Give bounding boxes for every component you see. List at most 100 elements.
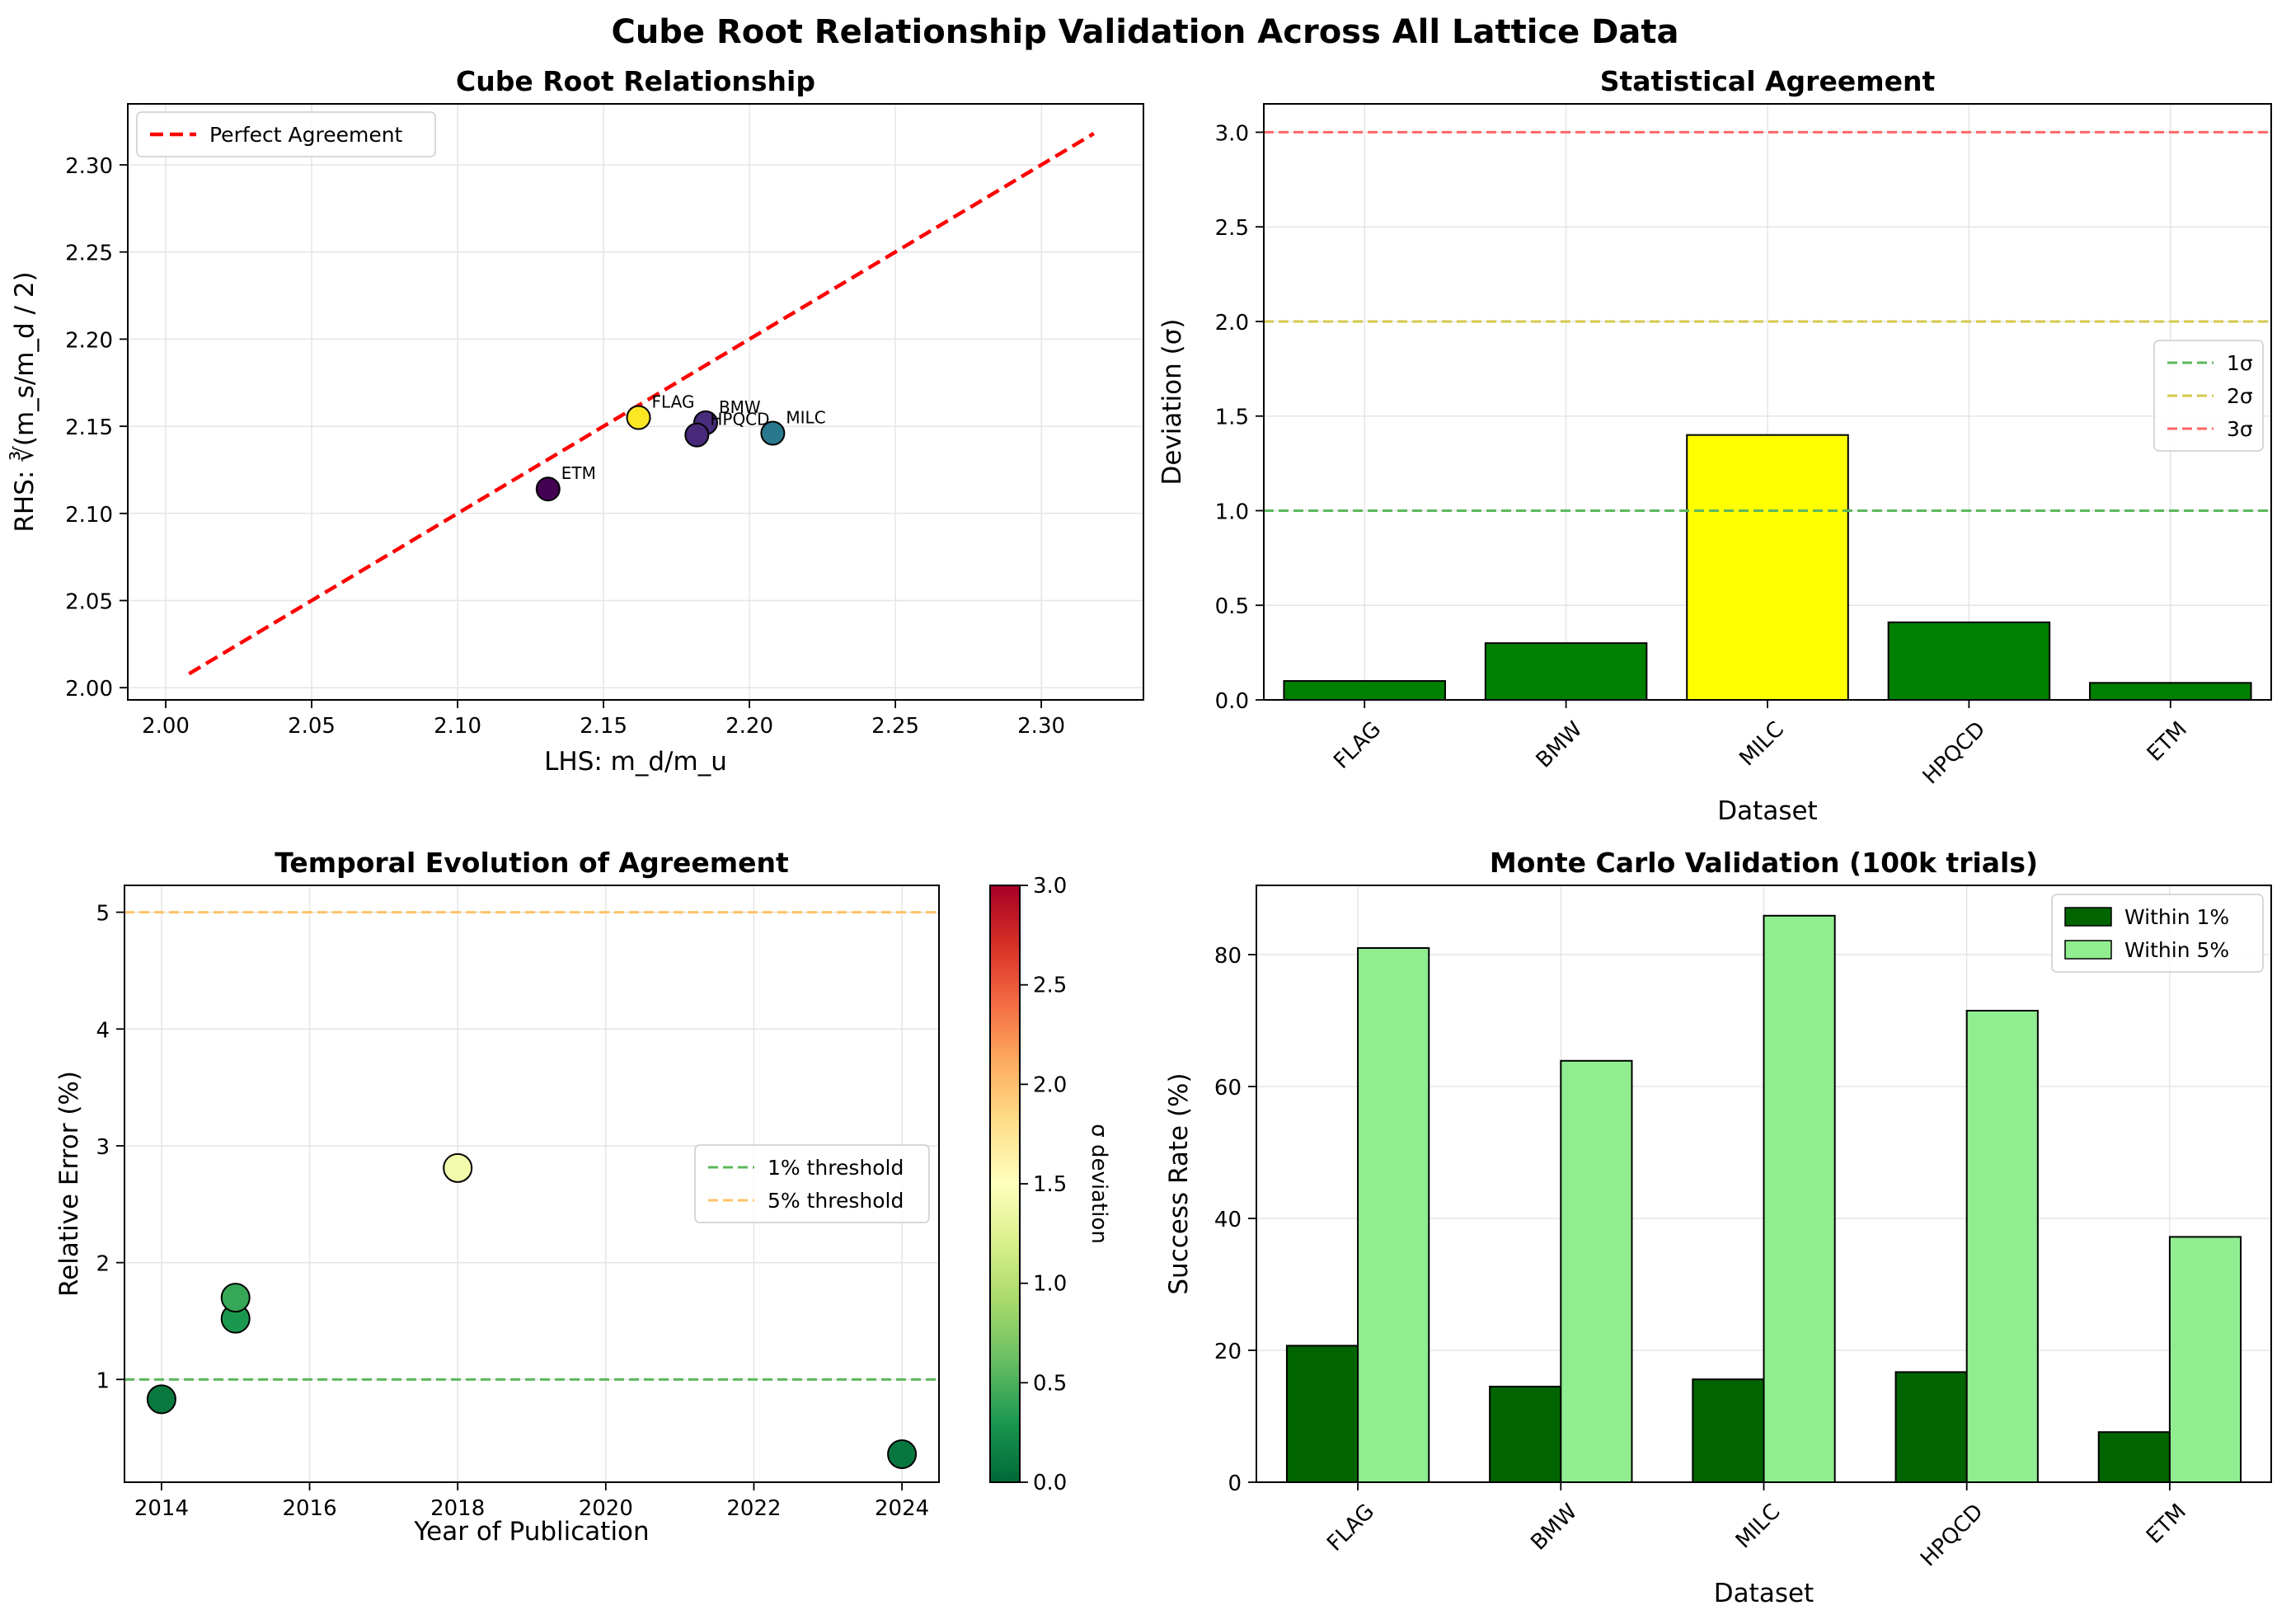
bar-flag (1283, 680, 1446, 701)
chart-title: Temporal Evolution of Agreement (275, 847, 789, 879)
x-tick-label: 2022 (726, 1496, 781, 1521)
x-tick-label: 2.05 (288, 714, 336, 739)
chart-title: Monte Carlo Validation (100k trials) (1490, 847, 2038, 879)
axes-frame (1263, 103, 2272, 701)
x-axis-label: Dataset (1717, 796, 1817, 826)
data-point-hpqcd (684, 422, 710, 448)
y-tick-label: 2.05 (65, 590, 113, 615)
y-tick-label: 0 (1228, 1471, 1242, 1496)
y-tick-label: 2.30 (65, 154, 113, 179)
x-tick-label: 2.25 (871, 714, 919, 739)
x-tick-label: HPQCD (1916, 1500, 1988, 1572)
point-label: HPQCD (710, 410, 769, 429)
legend-box (694, 1144, 930, 1223)
bar-bmw (1484, 642, 1648, 702)
axes-frame (124, 885, 940, 1483)
y-tick-label: 0.5 (1215, 594, 1249, 619)
x-tick-label: 2018 (430, 1496, 485, 1521)
colorbar-label: σ deviation (1087, 1124, 1111, 1244)
point-label: ETM (561, 463, 596, 483)
bar-flag-within-5pct (1357, 947, 1430, 1483)
chart-title: Statistical Agreement (1600, 65, 1936, 97)
legend-label: Within 1% (2124, 905, 2229, 929)
y-tick-label: 2 (96, 1252, 110, 1277)
panel-cube-root-relationship: 2.00 2.05 2.10 2.15 2.20 2.25 2.30 2.00 2.05 2.10… (9, 65, 1144, 777)
y-tick-label: 2.25 (65, 242, 113, 266)
bar-hpqcd (1887, 621, 2051, 702)
x-tick-label: 2014 (134, 1496, 189, 1521)
x-tick-label: 2024 (875, 1496, 929, 1521)
x-axis-label: Year of Publication (413, 1517, 649, 1547)
y-tick-label: 60 (1214, 1076, 1242, 1101)
y-axis-label: Deviation (σ) (1157, 319, 1187, 486)
x-tick-label: HPQCD (1918, 717, 1991, 790)
bar-bmw-within-5pct (1560, 1059, 1633, 1484)
colorbar-tick-label: 2.5 (1033, 974, 1067, 998)
x-tick-label: 2.00 (142, 714, 190, 739)
x-tick-label: FLAG (1329, 717, 1386, 774)
panel-monte-carlo-validation: FLAG BMW MILC HPQCD ETM 0 20 40 60 80 Monte Carlo … (1164, 847, 2272, 1608)
legend-label: 3σ (2227, 417, 2253, 441)
x-axis-label: Dataset (1714, 1579, 1814, 1608)
legend-label: 1% threshold (768, 1156, 904, 1180)
x-tick-label: BMW (1526, 1500, 1582, 1556)
x-tick-label: 2.15 (580, 714, 627, 739)
bar-etm-within-5pct (2168, 1236, 2242, 1484)
bar-etm-within-1pct (2097, 1431, 2171, 1483)
y-axis-label: Relative Error (%) (54, 1071, 84, 1297)
legend-swatch (2064, 907, 2112, 927)
y-tick-label: 80 (1214, 944, 1242, 969)
y-tick-label: 20 (1214, 1340, 1242, 1364)
x-tick-label: MILC (1731, 1500, 1786, 1554)
y-tick-label: 1 (96, 1368, 110, 1393)
data-point-milc (760, 420, 786, 446)
panel-statistical-agreement: FLAG BMW MILC HPQCD ETM 0.0 0.5 1.0 1.5 2.0 2.5 3.0… (1157, 65, 2272, 826)
colorbar-tick-label: 1.0 (1033, 1272, 1067, 1297)
legend-label: 5% threshold (768, 1189, 904, 1213)
data-point (146, 1384, 176, 1415)
point-label: FLAG (652, 392, 695, 412)
y-tick-label: 2.5 (1215, 216, 1249, 241)
y-tick-label: 2.0 (1215, 311, 1249, 336)
colorbar (989, 885, 1021, 1483)
perfect-agreement-line (188, 132, 1095, 676)
x-tick-label: BMW (1532, 717, 1588, 773)
x-tick-label: 2.30 (1017, 714, 1065, 739)
data-point (887, 1439, 918, 1469)
x-tick-label: FLAG (1322, 1500, 1379, 1556)
y-tick-label: 5 (96, 902, 110, 927)
y-axis-label: Success Rate (%) (1164, 1072, 1194, 1294)
bar-hpqcd-within-5pct (1965, 1010, 2039, 1483)
legend-label: Perfect Agreement (209, 123, 403, 147)
bar-milc-within-5pct (1763, 914, 1836, 1484)
colorbar-tick-label: 0.5 (1033, 1371, 1067, 1396)
y-tick-label: 4 (96, 1018, 110, 1043)
legend-box (2153, 340, 2264, 452)
bar-etm (2089, 682, 2252, 701)
legend-swatch (2064, 940, 2112, 960)
bar-flag-within-1pct (1285, 1345, 1359, 1484)
y-tick-label: 40 (1214, 1208, 1242, 1232)
y-tick-label: 0.0 (1215, 689, 1249, 714)
data-point (443, 1152, 473, 1183)
colorbar-tick-label: 2.0 (1033, 1072, 1067, 1097)
axes-frame (1256, 885, 2272, 1483)
y-tick-label: 1.5 (1215, 406, 1249, 430)
y-tick-label: 3.0 (1215, 121, 1249, 146)
y-tick-label: 2.15 (65, 415, 113, 440)
colorbar-tick-label: 0.0 (1033, 1471, 1067, 1495)
colorbar-tick-label: 3.0 (1033, 874, 1067, 899)
legend-label: 1σ (2227, 351, 2253, 375)
colorbar-tick-label: 1.5 (1033, 1172, 1067, 1197)
x-tick-label: MILC (1735, 717, 1789, 772)
bar-hpqcd-within-1pct (1894, 1371, 1968, 1484)
axes-frame (127, 103, 1144, 701)
chart-title: Cube Root Relationship (456, 65, 815, 97)
x-tick-label: 2016 (282, 1496, 336, 1521)
x-axis-label: LHS: m_d/m_u (544, 747, 727, 777)
y-tick-label: 2.00 (65, 677, 113, 702)
point-label: BMW (719, 397, 761, 417)
bar-bmw-within-1pct (1489, 1386, 1562, 1483)
data-point-flag (626, 405, 651, 430)
